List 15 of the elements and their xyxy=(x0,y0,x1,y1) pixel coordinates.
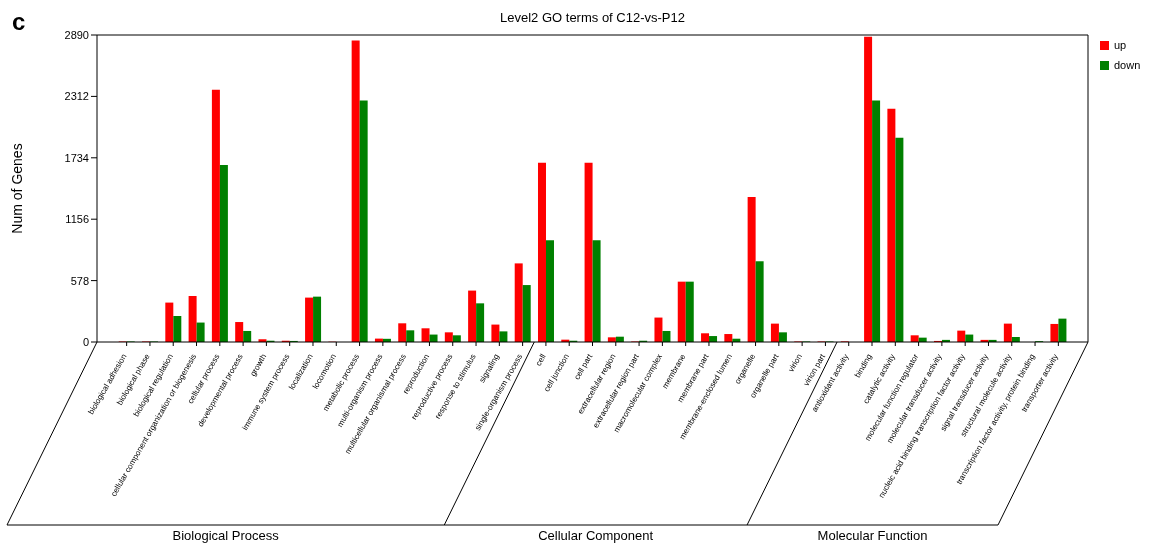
legend-label: up xyxy=(1114,39,1127,51)
y-tick-label: 1156 xyxy=(65,213,89,226)
text: c xyxy=(12,8,26,35)
text: Molecular Function xyxy=(817,528,928,543)
y-tick-label: 1734 xyxy=(64,151,89,164)
text: Biological Process xyxy=(172,528,280,543)
y-axis-title: Num of Genes xyxy=(8,143,25,234)
x-tick-label: cell xyxy=(533,352,548,368)
legend-label: down xyxy=(1114,59,1141,71)
text: Cellular Component xyxy=(538,528,654,543)
y-tick-label: 2890 xyxy=(64,28,89,41)
y-tick-label: 0 xyxy=(82,335,89,348)
y-tick-label: 578 xyxy=(70,274,89,287)
chart-title: Level2 GO terms of C12-vs-P12 xyxy=(500,10,685,25)
y-tick-label: 2312 xyxy=(64,90,89,103)
